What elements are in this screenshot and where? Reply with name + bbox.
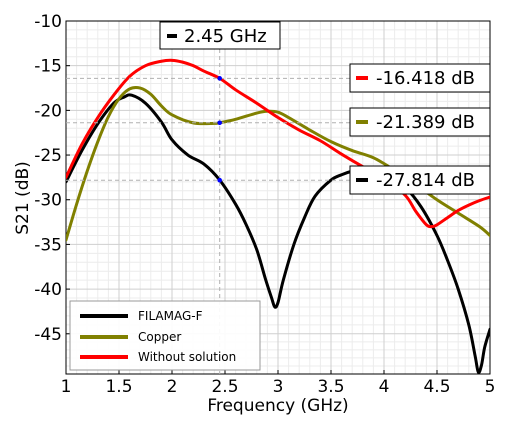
- series-line-filamag-f: [66, 93, 490, 374]
- y-tick-label: -10: [34, 12, 62, 32]
- annotation-filamag-box: [349, 165, 491, 195]
- x-axis-title: Frequency (GHz): [207, 396, 348, 416]
- x-tick-label: 1.5: [105, 377, 132, 397]
- x-tick-label: 2.5: [211, 377, 238, 397]
- x-tick-label: 4.5: [423, 377, 450, 397]
- x-tick-label: 5: [485, 377, 496, 397]
- y-tick-label: -45: [34, 325, 62, 345]
- annotation-frequency-box: [159, 21, 281, 50]
- annotation-frequency: 2.45 GHz: [159, 21, 281, 50]
- y-tick-label: -25: [34, 146, 62, 166]
- series-line-without-solution: [66, 58, 490, 229]
- y-tick-label: -35: [34, 235, 62, 255]
- y-tick-label: -30: [34, 191, 62, 211]
- legend-label-without-solution: Without solution: [138, 350, 236, 364]
- annotation-filamag-text: -27.814 dB: [376, 170, 475, 191]
- y-tick-label: -20: [34, 101, 62, 121]
- x-tick-label: 4: [379, 377, 390, 397]
- legend-label-copper: Copper: [138, 330, 181, 344]
- x-tick-label: 3.5: [317, 377, 344, 397]
- y-tick-label: -40: [34, 280, 62, 300]
- annotation-without-solution: -16.418 dB: [349, 63, 491, 93]
- marker-point: [217, 120, 222, 126]
- x-tick-label: 3: [273, 377, 284, 397]
- annotation-without-solution-text: -16.418 dB: [376, 68, 475, 89]
- marker-point: [217, 177, 222, 183]
- marker-point: [217, 76, 222, 81]
- axis-ticks: 1 1.5 2 2.5 3 3.5 4 4.5 5 -45 -40 -35 -30 -25 -20 -15 -1…: [34, 12, 495, 397]
- annotation-copper-box: [349, 107, 491, 137]
- annotation-without-solution-box: [349, 63, 491, 93]
- annotation-copper: -21.389 dB: [349, 107, 491, 137]
- y-axis-title: S21 (dB): [13, 161, 33, 235]
- legend-label-filamag: FILAMAG-F: [138, 309, 203, 323]
- annotation-filamag: -27.814 dB: [349, 165, 491, 195]
- legend: FILAMAG-F Copper Without solution: [69, 300, 261, 371]
- annotation-frequency-text: 2.45 GHz: [184, 26, 267, 47]
- x-tick-label: 2: [167, 377, 178, 397]
- x-tick-label: 1: [61, 377, 72, 397]
- annotation-copper-text: -21.389 dB: [376, 112, 475, 133]
- y-tick-label: -15: [34, 57, 62, 77]
